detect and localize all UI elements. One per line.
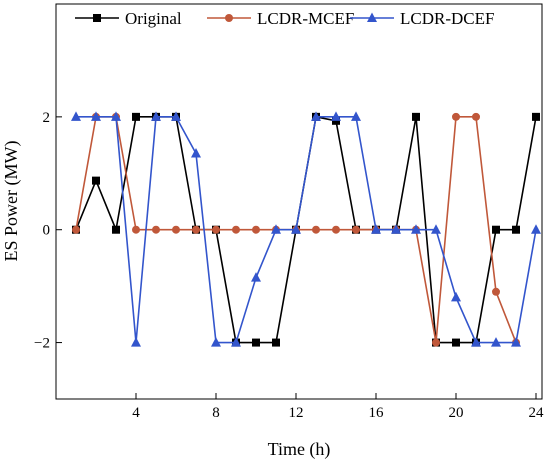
data-point xyxy=(112,225,120,234)
legend: Original LCDR-MCEF LCDR-DCEF xyxy=(75,9,494,28)
legend-item: LCDR-DCEF xyxy=(350,9,494,28)
data-point xyxy=(71,111,81,121)
x-tick-label: 12 xyxy=(289,405,304,421)
data-point xyxy=(491,337,501,347)
data-point xyxy=(492,225,500,234)
data-point xyxy=(72,225,80,234)
data-point xyxy=(531,224,541,234)
y-tick-label: 0 xyxy=(43,223,51,239)
x-tick-label: 8 xyxy=(212,405,220,421)
data-point xyxy=(471,337,481,347)
data-point xyxy=(412,112,420,121)
data-point xyxy=(231,337,241,347)
legend-label: LCDR-DCEF xyxy=(400,9,494,28)
data-point xyxy=(492,287,500,296)
data-point xyxy=(132,225,140,234)
data-point xyxy=(212,225,220,234)
y-axis-title: ES Power (MW) xyxy=(1,141,22,262)
data-point xyxy=(271,224,281,234)
legend-marker xyxy=(93,14,101,22)
data-point xyxy=(311,111,321,121)
data-point xyxy=(272,338,280,347)
data-point xyxy=(391,224,401,234)
data-point xyxy=(111,111,121,121)
data-point xyxy=(232,225,240,234)
data-point xyxy=(432,338,440,347)
data-point xyxy=(511,337,521,347)
data-point xyxy=(171,111,181,121)
y-tick-label: 2 xyxy=(43,110,51,126)
data-point xyxy=(252,225,260,234)
legend-label: LCDR-MCEF xyxy=(257,9,354,28)
data-point xyxy=(172,225,180,234)
series-line xyxy=(76,116,537,344)
data-point xyxy=(352,225,360,234)
data-point xyxy=(192,225,200,234)
legend-item: LCDR-MCEF xyxy=(207,9,354,28)
data-point xyxy=(152,225,160,234)
data-point xyxy=(431,224,441,234)
legend-item: Original xyxy=(75,9,182,28)
data-point xyxy=(312,225,320,234)
x-tick-label: 20 xyxy=(449,405,464,421)
data-point xyxy=(191,148,201,158)
data-point xyxy=(532,112,540,121)
data-point xyxy=(251,272,261,282)
legend-marker xyxy=(225,14,233,22)
x-axis-title: Time (h) xyxy=(268,439,331,460)
data-point xyxy=(452,112,460,121)
x-tick-label: 24 xyxy=(529,405,545,421)
data-point xyxy=(351,111,361,121)
x-tick-label: 4 xyxy=(132,405,140,421)
data-point xyxy=(132,112,140,121)
legend-label: Original xyxy=(125,9,182,28)
data-point xyxy=(452,338,460,347)
plot-frame xyxy=(55,3,543,400)
y-tick-label: −2 xyxy=(34,336,50,352)
data-point xyxy=(472,112,480,121)
data-point xyxy=(291,224,301,234)
data-point xyxy=(131,337,141,347)
series-layer xyxy=(71,111,541,347)
data-point xyxy=(451,291,461,302)
data-point xyxy=(411,224,421,234)
legend-marker xyxy=(367,12,377,22)
series-lcdr-dcef xyxy=(71,111,541,347)
data-point xyxy=(331,111,341,121)
x-tick-label: 16 xyxy=(369,405,385,421)
data-point xyxy=(512,225,520,234)
data-point xyxy=(371,224,381,234)
data-point xyxy=(211,337,221,347)
axis-ticks: 4 8 12 16 20 24 −2 0 2 xyxy=(34,110,544,421)
data-point xyxy=(151,111,161,121)
data-point xyxy=(91,111,101,121)
data-point xyxy=(92,176,100,185)
data-point xyxy=(252,338,260,347)
data-point xyxy=(332,225,340,234)
